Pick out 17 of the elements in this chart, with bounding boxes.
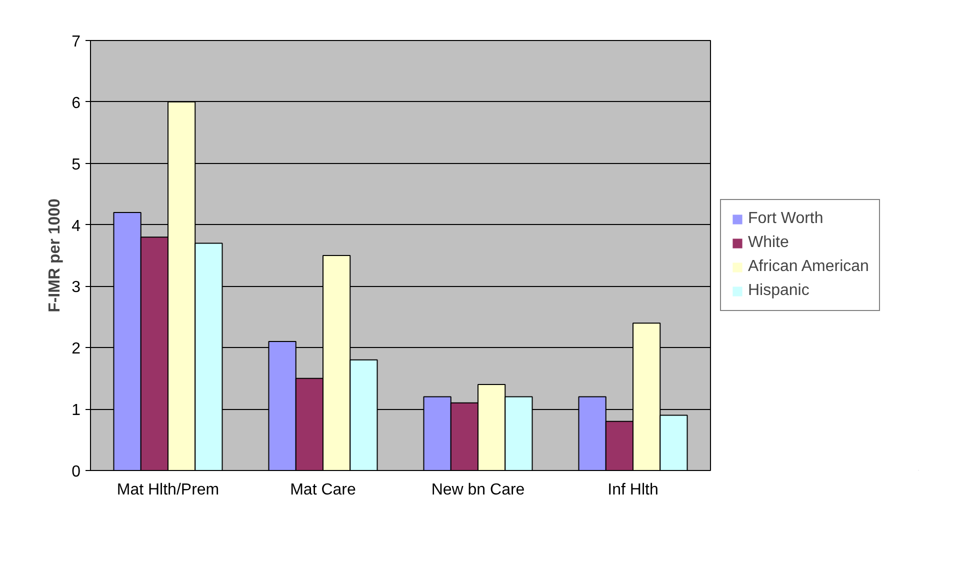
- legend-label: Fort Worth: [748, 210, 824, 228]
- x-tick-label: Mat Hlth/Prem: [116, 482, 220, 498]
- legend-label: Hispanic: [748, 282, 810, 300]
- y-tick-label: 6: [72, 94, 81, 112]
- y-tick-label: 2: [72, 340, 81, 358]
- legend-label: White: [748, 234, 789, 252]
- x-tick-label: New bn Care: [431, 482, 525, 498]
- y-tick-label: 5: [72, 156, 81, 174]
- x-tick-label: Mat Care: [290, 482, 356, 498]
- y-tick-label: 1: [72, 402, 81, 420]
- y-tick-label: 3: [72, 279, 81, 296]
- legend-label: African American: [748, 258, 869, 276]
- y-tick-label: 7: [72, 34, 81, 50]
- y-tick-label: 0: [72, 464, 81, 480]
- y-tick-label: 4: [72, 218, 81, 235]
- x-tick-label: Inf Hlth: [608, 482, 658, 498]
- y-axis-title: F-IMR per 1000: [46, 198, 64, 312]
